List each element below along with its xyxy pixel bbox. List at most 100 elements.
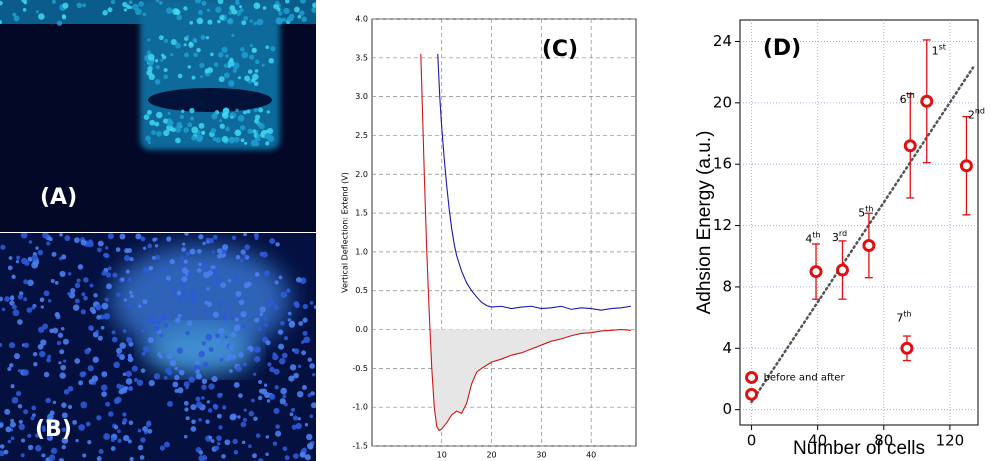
cell — [216, 338, 222, 344]
cell — [255, 433, 261, 438]
cell — [92, 331, 99, 338]
cell — [259, 251, 265, 257]
cell — [162, 55, 167, 60]
cell — [43, 290, 50, 297]
cell — [110, 0, 116, 5]
point — [745, 387, 759, 401]
cell — [259, 312, 264, 317]
cell — [76, 278, 81, 283]
cell — [151, 130, 156, 135]
cell — [195, 401, 203, 409]
cell — [224, 341, 228, 345]
y-tick-label: 0.5 — [355, 286, 368, 295]
cell — [107, 266, 112, 271]
cell — [233, 136, 240, 143]
cell — [196, 17, 204, 25]
cell — [244, 75, 250, 82]
cell — [26, 307, 33, 313]
cell — [192, 37, 198, 43]
cell — [274, 385, 279, 390]
cell — [284, 455, 290, 461]
cell — [9, 421, 16, 428]
cell — [203, 262, 208, 268]
cell — [220, 282, 226, 288]
cell — [163, 376, 168, 380]
cell — [57, 332, 64, 338]
point-label-sup: th — [903, 309, 911, 318]
cell — [244, 141, 248, 145]
cell — [27, 444, 34, 451]
cell — [227, 18, 234, 25]
cell — [188, 376, 195, 383]
cell — [128, 0, 133, 5]
cell — [224, 439, 231, 446]
cell — [17, 369, 22, 373]
cell — [47, 354, 52, 359]
cell — [123, 298, 128, 302]
cell — [288, 321, 296, 328]
cell — [293, 372, 299, 379]
cell — [17, 319, 23, 325]
cell — [138, 304, 142, 308]
cell — [10, 418, 15, 423]
cell — [295, 422, 302, 430]
cell — [97, 240, 104, 247]
cell — [0, 450, 5, 457]
cell — [235, 10, 242, 16]
cell — [122, 1, 128, 8]
cell — [128, 290, 133, 295]
cell — [46, 357, 51, 363]
cell — [123, 255, 131, 262]
cell — [211, 250, 215, 254]
cell — [217, 392, 223, 398]
cell — [34, 433, 40, 438]
cell — [200, 34, 206, 40]
cell — [198, 450, 204, 455]
cell — [196, 47, 201, 53]
cell — [1, 307, 6, 312]
cell — [31, 261, 39, 269]
cell — [249, 19, 253, 23]
cell — [38, 326, 45, 333]
cell — [229, 413, 237, 421]
cell — [92, 356, 99, 363]
cell — [158, 354, 163, 359]
cell — [208, 383, 215, 390]
cell — [289, 412, 294, 417]
cell — [258, 388, 264, 394]
cell — [235, 255, 241, 260]
cell — [155, 65, 160, 70]
cell — [239, 8, 244, 13]
cell — [142, 246, 147, 250]
cell — [107, 7, 113, 13]
cell — [163, 74, 169, 80]
cell — [37, 343, 44, 350]
cell — [269, 393, 276, 400]
cell — [177, 73, 183, 79]
cell — [147, 65, 153, 72]
cell — [253, 355, 261, 363]
cell — [125, 378, 133, 385]
cell — [181, 267, 188, 274]
cell — [169, 258, 175, 265]
point-label-sup: th — [865, 204, 873, 213]
cell — [237, 114, 245, 122]
cell — [142, 346, 150, 353]
cell — [265, 452, 269, 456]
cell — [233, 382, 240, 388]
cell — [258, 380, 263, 385]
cell — [289, 364, 297, 371]
cell — [257, 458, 264, 461]
cell — [270, 46, 276, 52]
cell — [210, 52, 214, 57]
cell — [177, 387, 184, 394]
cell — [224, 54, 229, 58]
cell — [150, 273, 156, 279]
cell — [229, 369, 233, 373]
cell — [219, 123, 225, 129]
cell — [206, 8, 211, 12]
cell — [203, 346, 207, 351]
cell — [160, 314, 167, 321]
cell — [261, 63, 265, 67]
